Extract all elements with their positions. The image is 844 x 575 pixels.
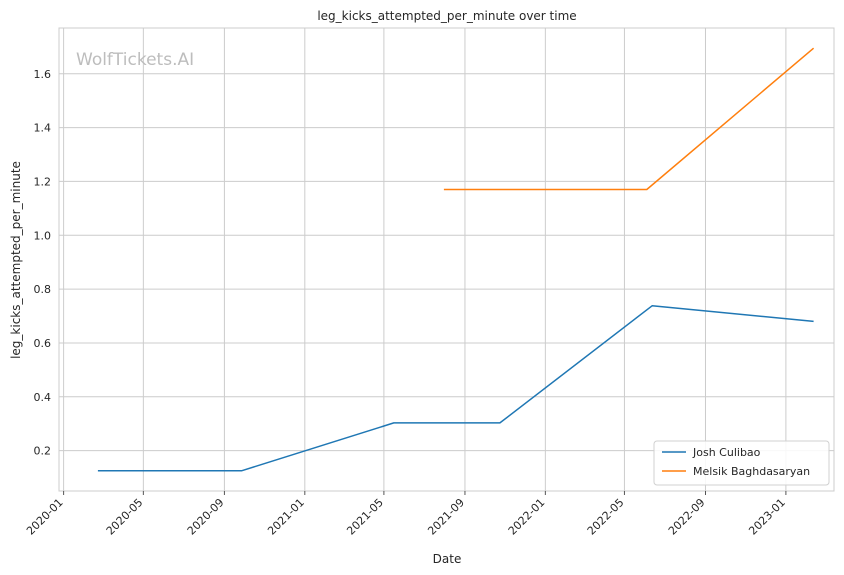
grid [59, 28, 834, 491]
x-tick-label: 2022-09 [666, 496, 708, 538]
y-tick-label: 0.4 [34, 391, 52, 404]
data-point [392, 421, 395, 424]
y-tick-label: 0.8 [34, 283, 52, 296]
y-tick-label: 1.0 [34, 229, 52, 242]
y-tick-label: 1.2 [34, 175, 52, 188]
x-axis-title: Date [433, 552, 462, 566]
chart-title: leg_kicks_attempted_per_minute over time [317, 9, 576, 23]
data-point [96, 469, 99, 472]
data-point [645, 188, 648, 191]
x-tick-label: 2021-01 [265, 496, 307, 538]
x-tick-label: 2020-01 [24, 496, 66, 538]
data-point [240, 469, 243, 472]
legend: Josh Culibao Melsik Baghdasaryan [653, 440, 830, 486]
x-tick-label: 2020-09 [185, 496, 227, 538]
data-point [812, 320, 815, 323]
legend-label-2: Melsik Baghdasaryan [693, 465, 810, 478]
data-point [651, 304, 654, 307]
y-ticks: 0.2 0.4 0.6 0.8 1.0 1.2 1.4 1.6 [34, 68, 52, 458]
series-layer [96, 47, 815, 472]
y-tick-label: 1.4 [34, 122, 52, 135]
data-point [812, 47, 815, 50]
y-tick-label: 0.6 [34, 337, 52, 350]
data-point [498, 421, 501, 424]
legend-box [653, 440, 830, 486]
x-tick-label: 2022-01 [506, 496, 548, 538]
x-tick-label: 2021-09 [425, 496, 467, 538]
watermark: WolfTickets.AI [76, 50, 194, 70]
x-ticks: 2020-01 2020-05 2020-09 2021-01 2021-05 2021-… [24, 491, 788, 538]
x-tick-label: 2021-05 [344, 496, 386, 538]
x-tick-label: 2023-01 [746, 496, 788, 538]
x-tick-label: 2022-05 [585, 496, 627, 538]
legend-label-1: Josh Culibao [692, 446, 761, 459]
series-line-2 [443, 47, 815, 191]
plot-frame [58, 27, 835, 492]
series-line-1 [97, 305, 814, 472]
data-point [442, 188, 445, 191]
y-axis-title: leg_kicks_attempted_per_minute [9, 161, 23, 359]
y-tick-label: 0.2 [34, 445, 52, 458]
y-tick-label: 1.6 [34, 68, 52, 81]
x-tick-label: 2020-05 [104, 496, 146, 538]
